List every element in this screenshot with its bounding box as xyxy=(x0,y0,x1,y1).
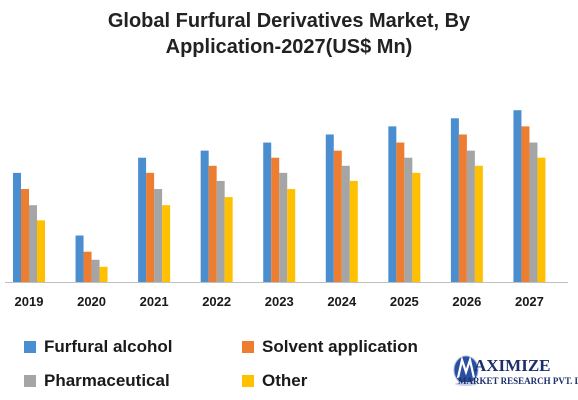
x-tick-label-2025: 2025 xyxy=(390,294,419,309)
bar-pharmaceutical-2020 xyxy=(91,259,100,282)
bar-other-2022 xyxy=(224,197,233,282)
bar-other-2019 xyxy=(37,220,45,282)
bar-other-2024 xyxy=(349,180,358,282)
bar-other-2020 xyxy=(99,266,108,282)
bar-furfural-alcohol-2019 xyxy=(13,172,21,282)
maximize-logo: AXIMIZE MARKET RESEARCH PVT. LTD. xyxy=(448,348,578,400)
bar-furfural-alcohol-2027 xyxy=(513,110,522,282)
bar-pharmaceutical-2026 xyxy=(466,150,475,282)
bar-pharmaceutical-2025 xyxy=(404,157,413,282)
legend-item-pharmaceutical: Pharmaceutical xyxy=(24,371,170,391)
legend-swatch-pharmaceutical xyxy=(24,375,36,387)
bar-other-2026 xyxy=(474,165,483,282)
legend-label-other: Other xyxy=(262,371,308,390)
chart-title-line-1: Global Furfural Derivatives Market, By xyxy=(107,10,471,32)
bar-other-2023 xyxy=(287,189,296,282)
legend-swatch-furfural-alcohol xyxy=(24,341,36,353)
logo-word: AXIMIZE xyxy=(474,356,551,375)
legend-label-solvent-application: Solvent application xyxy=(262,337,418,356)
legend-item-furfural-alcohol: Furfural alcohol xyxy=(24,337,172,357)
bar-furfural-alcohol-2023 xyxy=(263,142,272,282)
globe-m-icon xyxy=(453,355,479,386)
x-tick-label-2024: 2024 xyxy=(327,294,357,309)
x-tick-label-2019: 2019 xyxy=(15,294,44,309)
bar-solvent-application-2020 xyxy=(83,251,92,282)
x-tick-label-2021: 2021 xyxy=(140,294,169,309)
legend-item-solvent-application: Solvent application xyxy=(242,337,418,357)
logo-subtitle: MARKET RESEARCH PVT. LTD. xyxy=(458,376,578,386)
bar-furfural-alcohol-2020 xyxy=(75,235,84,282)
bar-solvent-application-2019 xyxy=(21,189,29,282)
bar-furfural-alcohol-2022 xyxy=(200,150,209,282)
bar-furfural-alcohol-2026 xyxy=(450,118,459,282)
bar-pharmaceutical-2019 xyxy=(29,205,37,282)
bar-pharmaceutical-2024 xyxy=(341,165,350,282)
bar-furfural-alcohol-2021 xyxy=(138,157,147,282)
bar-solvent-application-2023 xyxy=(271,157,280,282)
x-tick-label-2022: 2022 xyxy=(202,294,231,309)
x-tick-label-2027: 2027 xyxy=(515,294,544,309)
bar-pharmaceutical-2022 xyxy=(216,180,225,282)
bar-solvent-application-2026 xyxy=(458,134,467,282)
x-tick-label-2020: 2020 xyxy=(77,294,106,309)
legend-label-furfural-alcohol: Furfural alcohol xyxy=(44,337,173,356)
bar-pharmaceutical-2021 xyxy=(154,189,163,282)
bar-solvent-application-2024 xyxy=(333,150,342,282)
bar-furfural-alcohol-2025 xyxy=(388,126,397,283)
x-tick-label-2026: 2026 xyxy=(452,294,481,309)
legend-item-other: Other xyxy=(242,371,307,391)
chart-title: Global Furfural Derivatives Market, By A… xyxy=(0,8,578,60)
bar-other-2027 xyxy=(537,157,546,282)
chart-title-line-2: Application-2027(US$ Mn) xyxy=(165,36,413,58)
bar-solvent-application-2027 xyxy=(521,126,530,283)
bar-other-2025 xyxy=(412,172,421,282)
legend-swatch-other xyxy=(242,375,254,387)
bar-solvent-application-2025 xyxy=(396,142,405,282)
bar-pharmaceutical-2027 xyxy=(529,142,538,282)
bar-furfural-alcohol-2024 xyxy=(325,134,334,282)
bar-solvent-application-2022 xyxy=(208,165,217,282)
x-tick-label-2023: 2023 xyxy=(265,294,294,309)
legend-swatch-solvent-application xyxy=(242,341,254,353)
legend-label-pharmaceutical: Pharmaceutical xyxy=(44,371,170,390)
bar-pharmaceutical-2023 xyxy=(279,172,288,282)
bar-solvent-application-2021 xyxy=(146,172,155,282)
bar-other-2021 xyxy=(162,205,171,282)
